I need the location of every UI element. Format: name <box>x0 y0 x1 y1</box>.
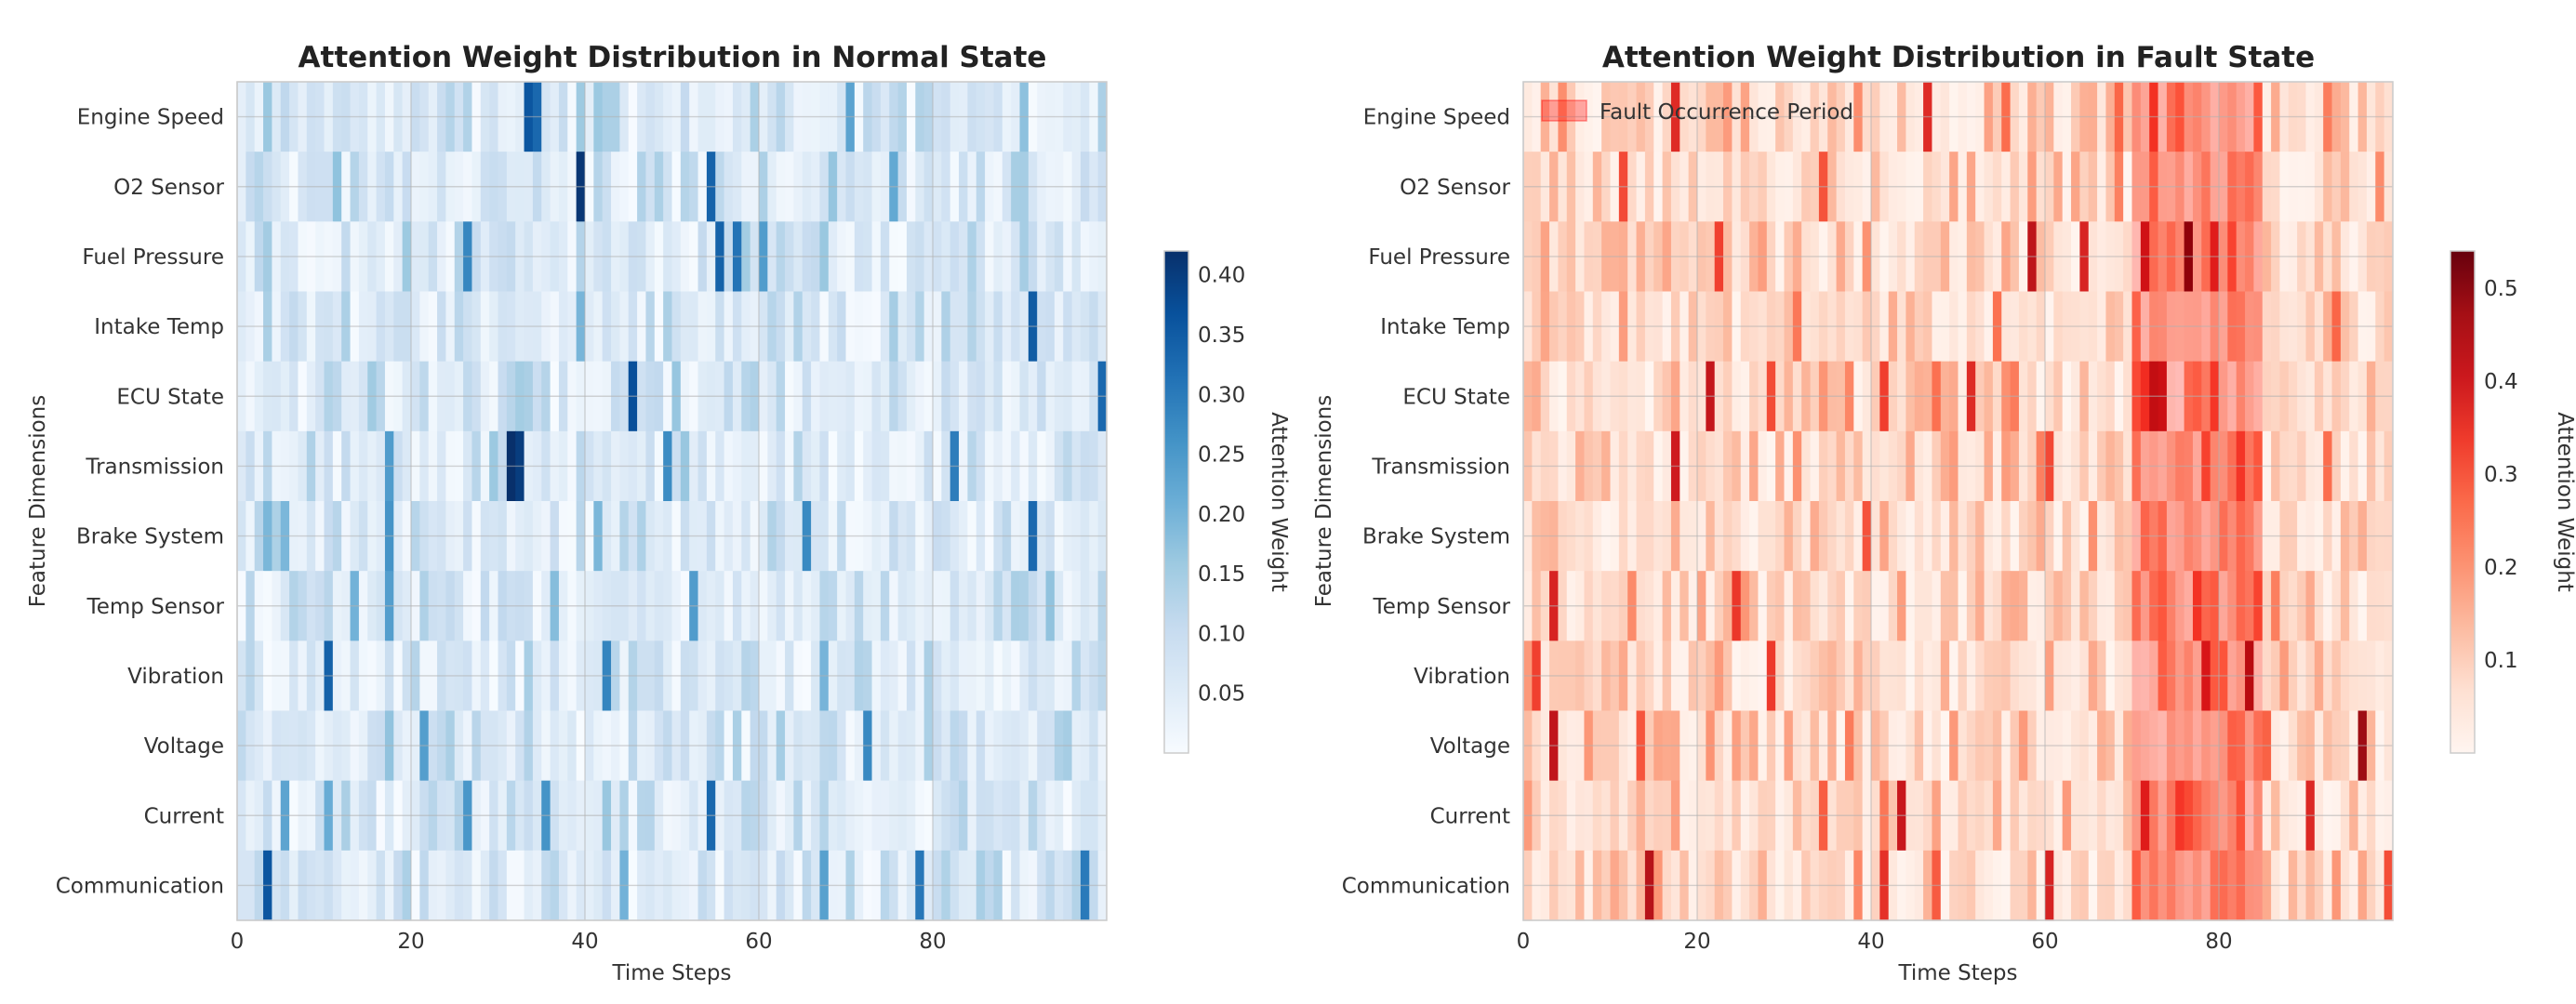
y-tick-labels: Engine Speed O2 Sensor Fuel Pressure Intake… <box>56 106 225 899</box>
x-tick-label: 80 <box>919 930 946 954</box>
colorbar-tick-label: 0.10 <box>1198 622 1245 646</box>
y-tick-label: O2 Sensor <box>113 176 224 200</box>
colorbar: 0.1 0.2 0.3 0.4 0.5 Attention Weight <box>2450 250 2576 754</box>
x-axis-label: Time Steps <box>612 961 732 985</box>
x-tick-labels: 0 20 40 60 80 <box>231 930 947 954</box>
legend: Fault Occurrence Period <box>1541 99 1853 125</box>
y-tick-label: Vibration <box>1414 665 1510 689</box>
x-tick-label: 80 <box>2205 930 2232 954</box>
y-tick-label: ECU State <box>116 385 224 409</box>
colorbar-tick-label: 0.2 <box>2484 556 2518 580</box>
fault-heatmap-cells <box>1523 82 2394 921</box>
chart-title: Attention Weight Distribution in Normal … <box>299 41 1047 74</box>
y-tick-label: Fuel Pressure <box>82 245 224 270</box>
x-tick-label: 0 <box>231 930 245 954</box>
x-tick-label: 40 <box>571 930 598 954</box>
legend-label: Fault Occurrence Period <box>1600 100 1853 125</box>
colorbar-tick-label: 0.20 <box>1198 503 1245 527</box>
normal-state-panel: Attention Weight Distribution in Normal … <box>26 41 1291 985</box>
y-tick-label: Temp Sensor <box>1373 595 1511 619</box>
colorbar-tick-label: 0.25 <box>1198 443 1245 468</box>
y-tick-label: Communication <box>56 874 224 898</box>
y-tick-label: O2 Sensor <box>1400 176 1510 200</box>
y-tick-label: Brake System <box>1362 525 1510 549</box>
colorbar-tick-label: 0.5 <box>2484 277 2518 301</box>
colorbar-tick-label: 0.15 <box>1198 562 1245 587</box>
x-tick-label: 60 <box>2031 930 2058 954</box>
y-tick-labels: Engine Speed O2 Sensor Fuel Pressure Intake… <box>1342 106 1511 899</box>
x-tick-label: 60 <box>745 930 772 954</box>
y-tick-label: Temp Sensor <box>86 595 225 619</box>
fault-period-span <box>2131 82 2263 920</box>
y-axis-label: Feature Dimensions <box>1312 395 1336 607</box>
grid-lines <box>1522 82 2393 920</box>
y-tick-label: Transmission <box>1371 455 1510 479</box>
y-axis-label: Feature Dimensions <box>26 395 50 607</box>
y-tick-label: Engine Speed <box>1363 106 1510 130</box>
colorbar-bar <box>1163 250 1189 754</box>
y-tick-label: Brake System <box>76 525 224 549</box>
colorbar-tick-label: 0.35 <box>1198 324 1245 348</box>
y-tick-label: Engine Speed <box>77 106 224 130</box>
x-tick-label: 20 <box>1683 930 1710 954</box>
grid-lines <box>236 82 1107 920</box>
colorbar: 0.05 0.10 0.15 0.20 0.25 0.30 0.35 0.40 Attentio… <box>1163 250 1291 754</box>
plot-frame <box>236 81 1108 921</box>
y-tick-label: Voltage <box>144 734 224 759</box>
colorbar-tick-label: 0.05 <box>1198 682 1245 707</box>
x-tick-labels: 0 20 40 60 80 <box>1517 930 2233 954</box>
y-tick-label: Fuel Pressure <box>1368 245 1510 270</box>
y-tick-label: Intake Temp <box>94 315 224 339</box>
y-tick-label: Transmission <box>85 455 224 479</box>
legend-swatch <box>1541 99 1587 122</box>
fault-state-panel: Attention Weight Distribution in Fault S… <box>1312 41 2576 985</box>
chart-title: Attention Weight Distribution in Fault S… <box>1602 41 2315 74</box>
colorbar-tick-label: 0.4 <box>2484 370 2518 394</box>
colorbar-tick-label: 0.30 <box>1198 383 1245 407</box>
colorbar-tick-label: 0.40 <box>1198 264 1245 288</box>
y-tick-label: Intake Temp <box>1380 315 1510 339</box>
y-tick-label: Current <box>144 804 224 828</box>
y-tick-label: Current <box>1430 804 1510 828</box>
y-tick-label: Vibration <box>127 665 224 689</box>
y-tick-label: ECU State <box>1402 385 1510 409</box>
colorbar-tick-label: 0.1 <box>2484 649 2518 673</box>
normal-heatmap-cells <box>237 82 1108 921</box>
colorbar-label: Attention Weight <box>1267 412 1291 592</box>
plot-frame <box>1522 81 2394 921</box>
y-tick-label: Communication <box>1342 874 1510 898</box>
x-tick-label: 40 <box>1857 930 1884 954</box>
colorbar-tick-label: 0.3 <box>2484 463 2518 487</box>
y-tick-label: Voltage <box>1430 734 1510 759</box>
x-tick-label: 0 <box>1517 930 1531 954</box>
colorbar-label: Attention Weight <box>2553 412 2576 592</box>
x-axis-label: Time Steps <box>1898 961 2018 985</box>
x-tick-label: 20 <box>397 930 424 954</box>
colorbar-bar <box>2450 250 2476 754</box>
